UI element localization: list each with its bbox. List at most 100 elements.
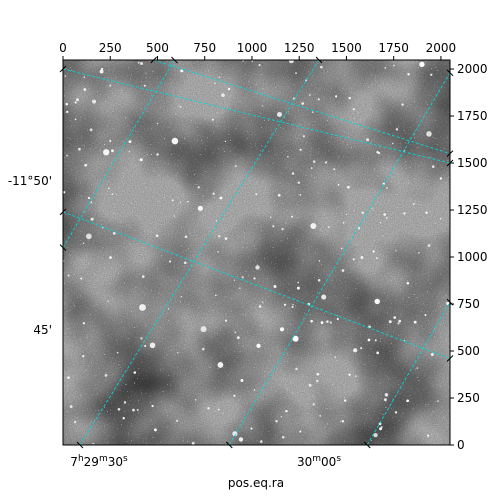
- star: [214, 82, 216, 85]
- star: [224, 140, 227, 142]
- star: [201, 347, 205, 351]
- star: [74, 118, 77, 121]
- world-tick: [315, 56, 323, 64]
- star: [153, 428, 157, 432]
- star: [78, 147, 81, 151]
- star: [316, 372, 320, 376]
- star: [69, 405, 73, 408]
- star: [398, 319, 402, 323]
- star: [75, 98, 79, 102]
- star: [324, 161, 328, 164]
- star: [218, 234, 221, 238]
- star: [179, 201, 182, 203]
- star: [419, 61, 425, 68]
- star: [80, 277, 83, 280]
- star: [155, 234, 159, 237]
- star: [224, 319, 228, 322]
- star: [321, 294, 327, 300]
- star: [109, 139, 112, 142]
- star: [279, 327, 285, 332]
- star: [412, 203, 415, 205]
- star: [319, 414, 322, 417]
- star: [216, 220, 218, 222]
- star: [361, 211, 364, 215]
- star: [171, 199, 174, 202]
- star: [103, 149, 110, 156]
- star: [253, 389, 256, 391]
- star: [406, 399, 410, 403]
- star: [179, 105, 182, 108]
- star: [372, 250, 375, 253]
- world-tick: [59, 244, 67, 251]
- star: [386, 187, 388, 189]
- star: [113, 212, 115, 214]
- star: [348, 373, 351, 377]
- star: [234, 165, 237, 168]
- top-tick-label: 250: [99, 41, 122, 55]
- star: [301, 102, 304, 105]
- star: [123, 401, 127, 404]
- ra-grid-line-0: [79, 60, 320, 445]
- top-tick-label: 1000: [237, 41, 268, 55]
- star: [309, 94, 311, 96]
- star: [340, 247, 343, 250]
- star: [292, 303, 294, 306]
- star: [335, 95, 338, 98]
- top-tick-label: 750: [193, 41, 216, 55]
- star: [283, 303, 287, 306]
- star: [379, 427, 383, 431]
- world-axis-ticks: [59, 56, 454, 449]
- star: [378, 422, 382, 426]
- star: [385, 394, 387, 396]
- star: [310, 319, 313, 323]
- star: [214, 294, 217, 297]
- star: [342, 221, 345, 224]
- star: [327, 226, 330, 228]
- star: [376, 151, 379, 154]
- star: [316, 379, 319, 383]
- star: [413, 320, 417, 324]
- star: [167, 308, 170, 310]
- star: [87, 196, 91, 200]
- star: [288, 60, 294, 64]
- star: [250, 427, 253, 430]
- star: [255, 193, 258, 196]
- star: [151, 404, 154, 408]
- star: [132, 408, 135, 412]
- ra-grid-line-2: [228, 72, 450, 445]
- star: [176, 419, 179, 422]
- star: [394, 411, 398, 414]
- star: [207, 407, 210, 410]
- star: [371, 207, 373, 209]
- star: [320, 321, 324, 324]
- star: [312, 403, 315, 406]
- star: [391, 142, 394, 145]
- star: [191, 442, 195, 445]
- star: [177, 351, 179, 354]
- star: [317, 278, 321, 282]
- star: [258, 305, 262, 308]
- star: [66, 110, 69, 113]
- star: [439, 177, 443, 180]
- star: [282, 435, 285, 439]
- star: [261, 301, 264, 303]
- star: [319, 65, 323, 69]
- star: [318, 260, 321, 262]
- star: [373, 432, 378, 438]
- star: [90, 217, 94, 221]
- star: [310, 167, 313, 169]
- star: [143, 84, 146, 87]
- star: [217, 362, 224, 368]
- star: [275, 420, 278, 423]
- top-tick-label: 1750: [378, 41, 409, 55]
- right-tick-label: 1500: [457, 156, 488, 170]
- star: [430, 73, 433, 77]
- star: [187, 200, 189, 203]
- star: [116, 351, 119, 354]
- star: [83, 76, 86, 78]
- star: [139, 158, 143, 162]
- star: [107, 300, 109, 302]
- star: [99, 69, 104, 74]
- star: [140, 61, 144, 65]
- star: [241, 276, 244, 279]
